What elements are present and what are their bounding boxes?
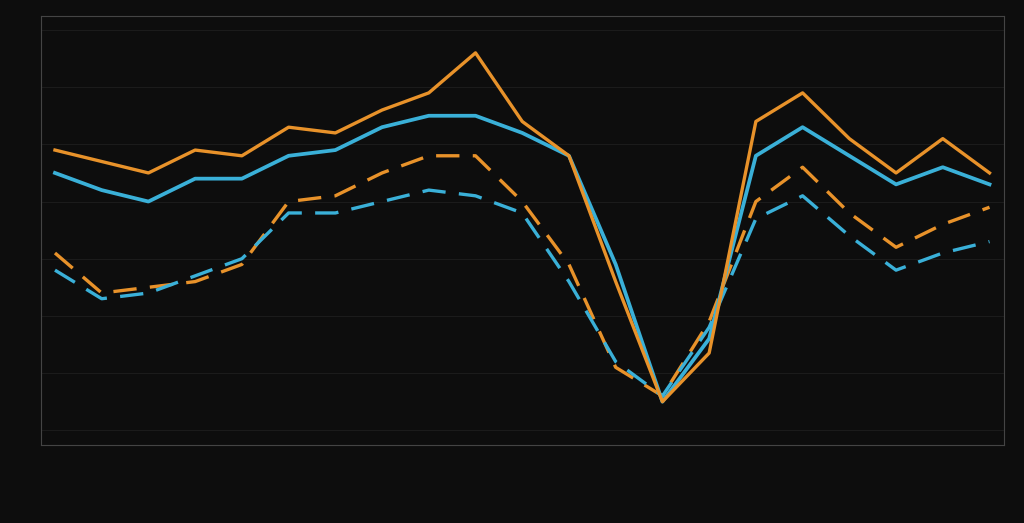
Legend: , : , [621,516,660,523]
